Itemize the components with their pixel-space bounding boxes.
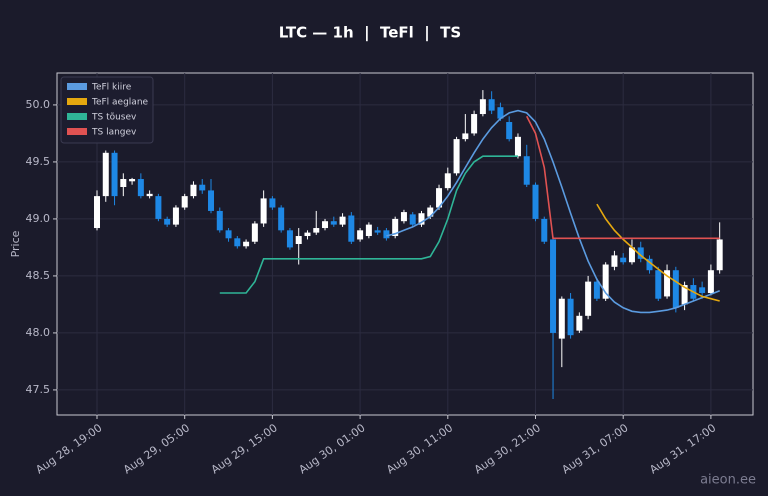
candle-body xyxy=(216,210,223,231)
candle-body xyxy=(497,107,504,119)
candle-body xyxy=(681,285,688,305)
candle-body xyxy=(444,173,451,189)
y-tick-label: 48.0 xyxy=(26,326,51,339)
legend-box xyxy=(60,76,154,144)
candle-body xyxy=(278,207,285,231)
chart-title: LTC — 1h | TeFl | TS xyxy=(279,24,461,43)
candle-body xyxy=(243,241,250,247)
candle-body xyxy=(576,315,583,331)
candle-body xyxy=(102,152,109,197)
candle-body xyxy=(225,230,232,239)
candle-body xyxy=(260,198,267,224)
candle-body xyxy=(550,239,557,333)
candle-body xyxy=(664,270,671,297)
y-tick-label: 47.5 xyxy=(26,383,51,396)
candle-body xyxy=(199,184,206,191)
candle-body xyxy=(94,196,100,229)
legend-label: TS langev xyxy=(91,128,137,138)
candle-body xyxy=(330,221,337,225)
candle-body xyxy=(348,215,355,242)
candle-body xyxy=(155,196,162,219)
legend-swatch xyxy=(67,83,87,90)
candle-body xyxy=(286,230,293,248)
candle-body xyxy=(365,224,372,237)
candle-body xyxy=(672,270,679,308)
candle-body xyxy=(409,214,416,225)
candle-body xyxy=(427,207,434,217)
legend-swatch xyxy=(67,113,87,120)
candle-body xyxy=(646,258,653,271)
candle-body xyxy=(707,270,714,294)
candle-body xyxy=(655,270,662,299)
candle-body xyxy=(234,238,241,247)
candle-body xyxy=(593,281,600,299)
candle-body xyxy=(523,156,530,185)
candle-body xyxy=(620,257,627,263)
candle-body xyxy=(488,99,495,111)
candle-body xyxy=(146,193,153,197)
candle-body xyxy=(313,228,320,233)
candle-body xyxy=(190,184,197,197)
y-axis-label: Price xyxy=(9,230,22,257)
candle-body xyxy=(374,230,381,233)
candle-body xyxy=(181,196,188,208)
candle-body xyxy=(120,179,127,187)
candle-body xyxy=(436,188,443,208)
candle-body xyxy=(628,247,635,263)
candle-body xyxy=(611,255,618,267)
candle-body xyxy=(567,298,574,336)
candle-body xyxy=(602,264,609,299)
candle-body xyxy=(418,213,425,225)
candle-body xyxy=(164,218,171,225)
candle-body xyxy=(479,99,486,115)
candle-body xyxy=(637,247,644,259)
candle-body xyxy=(111,152,118,197)
candle-body xyxy=(251,223,258,242)
indicator-line xyxy=(386,109,720,314)
legend-swatch xyxy=(67,128,87,135)
y-tick-label: 48.5 xyxy=(26,269,51,282)
candle-body xyxy=(322,221,329,229)
candle-body xyxy=(462,133,469,140)
candle-body xyxy=(208,190,215,211)
y-tick-label: 49.0 xyxy=(26,212,51,225)
candle-body xyxy=(269,198,276,208)
legend-label: TS tõusev xyxy=(91,113,137,123)
candle-body xyxy=(471,114,478,134)
plot-frame xyxy=(56,72,754,416)
candle-body xyxy=(514,136,521,157)
candle-body xyxy=(392,218,399,237)
indicator-line xyxy=(596,203,720,302)
y-tick-label: 49.5 xyxy=(26,155,51,168)
candle-body xyxy=(357,230,364,240)
candle-body xyxy=(295,236,302,244)
candle-body xyxy=(339,216,346,225)
indicator-line xyxy=(525,115,720,240)
candle-body xyxy=(699,287,706,294)
candle-body xyxy=(532,184,539,219)
candle-body xyxy=(304,232,311,237)
y-tick-label: 50.0 xyxy=(26,98,51,111)
candle-body xyxy=(558,298,565,339)
candle-body xyxy=(585,281,592,316)
watermark: aieon.ee xyxy=(700,473,756,488)
candle-body xyxy=(383,230,390,239)
candle-body xyxy=(716,239,723,271)
candle-body xyxy=(400,212,407,222)
indicator-line xyxy=(219,155,518,294)
legend-label: TeFl aeglane xyxy=(91,98,149,108)
legend-label: TeFl kiire xyxy=(91,83,132,93)
candle-body xyxy=(129,179,136,182)
legend-swatch xyxy=(67,98,87,105)
candle-body xyxy=(172,207,179,225)
candle-body xyxy=(506,122,513,140)
candle-body xyxy=(137,179,144,197)
candle-body xyxy=(453,139,460,174)
candle-body xyxy=(541,218,548,242)
